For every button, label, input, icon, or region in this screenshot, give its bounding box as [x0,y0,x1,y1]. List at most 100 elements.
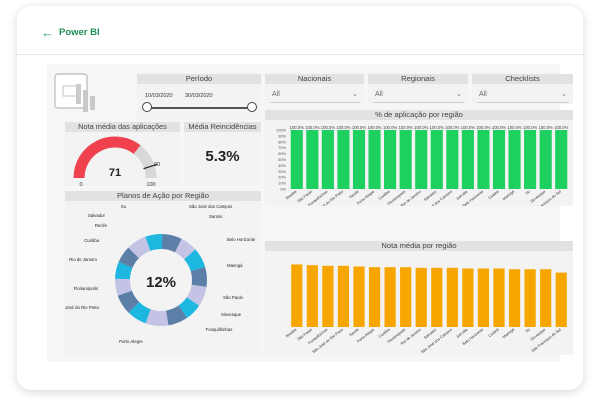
bar[interactable] [384,267,396,327]
donut-slice[interactable] [128,236,151,259]
gauge-title: Nota média das aplicações [65,122,180,132]
donut-slice[interactable] [115,261,133,280]
y-tick-label: 50% [278,157,286,162]
y-tick-label: 70% [278,145,286,150]
nacionais-value: All [272,91,280,98]
bar[interactable] [462,268,474,327]
nacionais-label: Nacionais [265,74,364,84]
bar[interactable] [306,265,318,327]
aplicacao-bar-chart: 100%90%80%70%60%50%40%30%20%10%0% 100.0% B… [276,125,569,206]
y-tick-label: 60% [278,151,286,156]
bar[interactable] [322,265,334,327]
donut-slice[interactable] [145,309,169,326]
donut-slice[interactable] [178,297,200,318]
bar[interactable] [399,130,412,189]
donut-label: Rio de Janeiro [69,257,97,262]
chevron-down-icon[interactable]: ⌄ [561,91,567,98]
bar-data-label: 100.0% [554,125,568,130]
period-slider-track[interactable] [147,107,251,109]
bar[interactable] [306,130,319,189]
bar[interactable] [290,130,303,189]
bar[interactable] [431,267,443,327]
bar[interactable] [353,266,365,327]
donut-slice[interactable] [184,249,206,272]
donut-slice[interactable] [115,278,132,296]
bar[interactable] [524,269,536,327]
bar[interactable] [555,130,568,189]
header-divider [17,54,583,55]
chevron-down-icon[interactable]: ⌄ [352,91,358,98]
bar[interactable] [415,130,428,189]
x-tick-label: Cuiabá [488,189,501,200]
bar[interactable] [540,269,552,327]
donut-slice[interactable] [186,284,207,306]
bar[interactable] [415,267,427,327]
checklists-value: All [479,91,487,98]
donut-slice[interactable] [190,266,208,287]
donut-label: Belo Horizonte [227,237,256,242]
bar-data-label: 100.0% [430,125,444,130]
bar[interactable] [477,130,490,189]
donut-slice[interactable] [117,290,140,313]
y-tick-label: 40% [278,163,286,168]
bar-data-label: 100.0% [352,125,366,130]
bar[interactable] [555,272,567,327]
donut-slice[interactable] [128,302,151,324]
donut-label: Sinvesque [221,312,242,317]
x-tick-label: Curitiba [378,327,391,339]
gauge-target-label: 90 [154,162,160,168]
bar-data-label: 100.0% [507,125,521,130]
bar[interactable] [508,130,521,189]
checklists-filter[interactable]: Checklists All ⌄ [472,74,573,104]
bar-data-label: 100.0% [367,125,381,130]
reincidence-card: Média Reincidências 5.3% [184,122,261,186]
bar[interactable] [477,268,490,327]
period-slider-end-handle[interactable] [247,102,257,112]
bar[interactable] [337,265,350,327]
bar[interactable] [508,269,521,327]
bar[interactable] [492,130,506,189]
aplicacao-chart-title: % de aplicação por região [265,110,573,120]
regionais-filter[interactable]: Regionais All ⌄ [368,74,468,104]
checklists-underline [477,102,569,103]
period-end-date: 30/03/2020 [185,93,213,99]
donut-chart: 12% Santos São José dos Campos Itu Salvador… [65,204,256,344]
bar[interactable] [337,130,350,189]
bar[interactable] [321,130,334,189]
donut-slice[interactable] [165,305,188,326]
x-tick-label: Joinville [455,190,468,201]
top-bar: ← Power BI [17,6,583,54]
donut-label: São José dos Campos [189,204,232,209]
reincidence-title: Média Reincidências [184,122,261,132]
page-title: Power BI [59,27,100,38]
donut-slice[interactable] [145,234,163,251]
donut-label: São José do Rio Preto [65,305,100,310]
bar[interactable] [368,130,381,189]
bar[interactable] [461,130,474,189]
y-tick-label: 100% [276,128,286,133]
bar[interactable] [291,264,303,327]
report-canvas: Período 10/03/2020 30/03/2020 Nacionais … [47,64,573,362]
bar[interactable] [352,130,366,189]
nacionais-filter[interactable]: Nacionais All ⌄ [265,74,364,104]
chevron-down-icon[interactable]: ⌄ [456,91,462,98]
donut-label: Salvador [88,213,106,218]
bar[interactable] [493,268,505,327]
donut-slice[interactable] [118,247,139,268]
x-tick-label: Porto Alegre [356,328,375,344]
bar[interactable] [368,267,381,327]
period-slider-start-handle[interactable] [142,102,152,112]
bar[interactable] [539,130,552,189]
y-tick-label: 10% [278,181,286,186]
bar[interactable] [400,267,412,327]
back-arrow-icon[interactable]: ← [41,25,54,40]
bar[interactable] [446,130,459,189]
bar[interactable] [524,130,537,189]
bar[interactable] [446,267,458,327]
donut-slice[interactable] [161,234,182,253]
bar[interactable] [384,130,397,189]
bar[interactable] [430,130,443,189]
donut-slice[interactable] [174,238,196,260]
x-tick-label: Brasilia [285,327,298,338]
gauge-fill [73,136,141,179]
